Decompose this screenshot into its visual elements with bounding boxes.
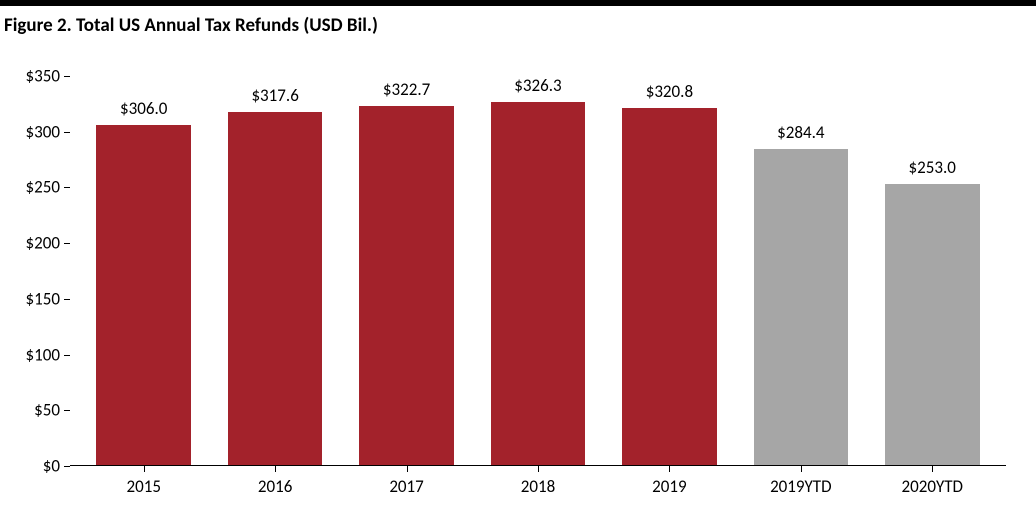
y-axis-label: $150 <box>10 288 60 309</box>
bar-value-label: $306.0 <box>120 98 167 119</box>
bars-container: $306.0 $317.6 $322.7 $326.3 $320.8 $284.4 $253… <box>70 76 1006 465</box>
y-axis-label: $0 <box>10 456 60 477</box>
bar-value-label: $326.3 <box>514 75 561 96</box>
x-axis-label: 2019YTD <box>735 466 866 506</box>
y-axis-label: $250 <box>10 177 60 198</box>
y-tick <box>64 187 70 188</box>
bar: $326.3 <box>491 102 586 465</box>
x-axis-label: 2019 <box>604 466 735 506</box>
plot-area: $306.0 $317.6 $322.7 $326.3 $320.8 $284.4 $253… <box>70 76 1006 466</box>
bar-slot: $284.4 <box>735 76 866 465</box>
bar-slot: $253.0 <box>867 76 998 465</box>
y-axis-label: $50 <box>10 400 60 421</box>
bar-slot: $326.3 <box>472 76 603 465</box>
y-tick <box>64 132 70 133</box>
y-tick <box>64 410 70 411</box>
bar: $284.4 <box>754 149 849 465</box>
bar: $306.0 <box>96 125 191 465</box>
bar-slot: $306.0 <box>78 76 209 465</box>
bar-value-label: $322.7 <box>383 79 430 100</box>
bar: $322.7 <box>359 106 454 465</box>
y-tick <box>64 243 70 244</box>
chart-area: $306.0 $317.6 $322.7 $326.3 $320.8 $284.4 $253… <box>10 56 1016 506</box>
bar-value-label: $284.4 <box>777 122 824 143</box>
y-axis-label: $100 <box>10 344 60 365</box>
x-axis-label: 2020YTD <box>867 466 998 506</box>
x-axis-label: 2015 <box>78 466 209 506</box>
x-axis-label: 2017 <box>341 466 472 506</box>
bar-value-label: $317.6 <box>251 85 298 106</box>
y-axis-label: $350 <box>10 66 60 87</box>
bar-value-label: $320.8 <box>646 81 693 102</box>
y-tick <box>64 299 70 300</box>
y-tick <box>64 76 70 77</box>
bar: $317.6 <box>228 112 323 465</box>
x-axis-label: 2016 <box>209 466 340 506</box>
y-axis-label: $200 <box>10 233 60 254</box>
x-axis: 201520162017201820192019YTD2020YTD <box>70 466 1006 506</box>
chart-title: Figure 2. Total US Annual Tax Refunds (U… <box>0 6 1036 43</box>
y-axis-label: $300 <box>10 121 60 142</box>
bar-slot: $322.7 <box>341 76 472 465</box>
bar: $253.0 <box>885 184 980 465</box>
bar-value-label: $253.0 <box>909 157 956 178</box>
x-axis-label: 2018 <box>472 466 603 506</box>
y-tick <box>64 355 70 356</box>
bar-slot: $320.8 <box>604 76 735 465</box>
bar: $320.8 <box>622 108 717 465</box>
bar-slot: $317.6 <box>209 76 340 465</box>
